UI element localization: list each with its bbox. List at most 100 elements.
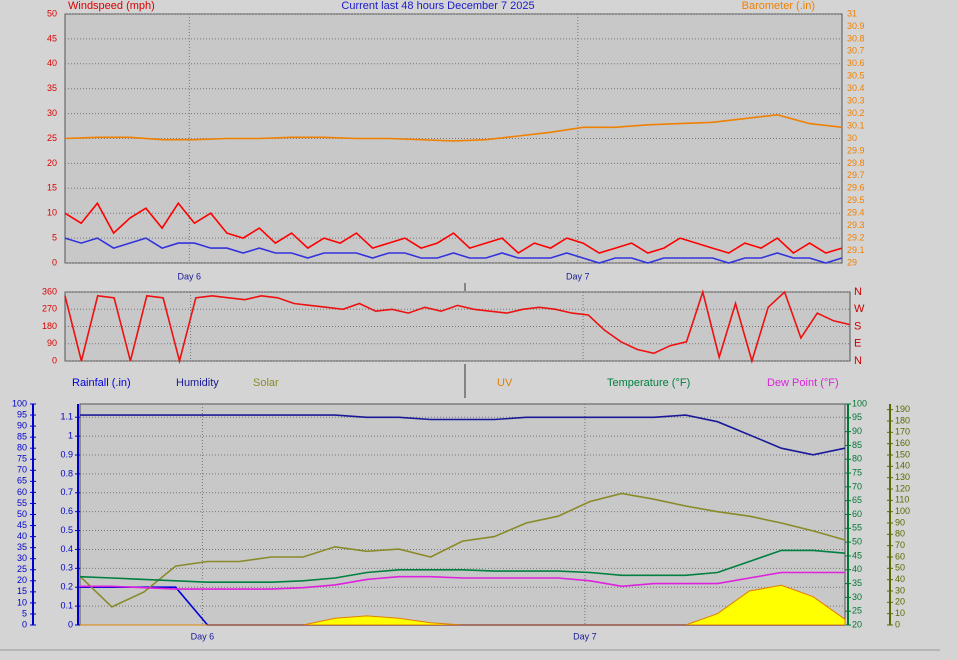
- y-tick-label: 5: [52, 232, 57, 242]
- y3-tick-label: 40: [852, 564, 862, 574]
- y2-tick-label: 0.4: [60, 544, 73, 554]
- y4-tick-label: 140: [895, 461, 910, 471]
- y2-tick-label: 0.9: [60, 449, 73, 459]
- y4-tick-label: 110: [895, 495, 909, 505]
- y-tick-label: 90: [17, 420, 27, 430]
- legend-entry: Dew Point (°F): [767, 377, 839, 389]
- y2-tick-label: 30.7: [847, 46, 865, 56]
- y-tick-label: 90: [47, 338, 57, 348]
- y4-tick-label: 100: [895, 506, 910, 516]
- y4-tick-label: 190: [895, 404, 910, 414]
- y-tick-label: 180: [42, 321, 57, 331]
- y-tick-label: 20: [17, 575, 27, 585]
- y2-tick-label: 30: [847, 133, 857, 143]
- y-tick-label: 40: [47, 58, 57, 68]
- y3-tick-label: 35: [852, 578, 862, 588]
- y2-tick-label: 0.2: [60, 582, 73, 592]
- axis-label: Barometer (.in): [742, 0, 815, 12]
- y2-tick-label: W: [854, 303, 865, 315]
- y4-tick-label: 40: [895, 574, 905, 584]
- y-tick-label: 85: [17, 432, 27, 442]
- y4-tick-label: 120: [895, 483, 910, 493]
- y4-tick-label: 90: [895, 517, 905, 527]
- y2-tick-label: 0.6: [60, 506, 73, 516]
- y2-tick-label: 0.7: [60, 487, 73, 497]
- y-tick-label: 20: [47, 158, 57, 168]
- y2-tick-label: 30.3: [847, 96, 865, 106]
- y2-tick-label: 1.1: [60, 412, 73, 422]
- y-tick-label: 10: [17, 597, 27, 607]
- y4-tick-label: 20: [895, 597, 905, 607]
- y3-tick-label: 90: [852, 426, 862, 436]
- y-tick-label: 25: [47, 133, 57, 143]
- x-tick-label: Day 6: [178, 271, 202, 281]
- y-tick-label: 30: [17, 553, 27, 563]
- y-tick-label: 15: [47, 183, 57, 193]
- y3-tick-label: 65: [852, 495, 862, 505]
- y2-tick-label: 29.9: [847, 145, 865, 155]
- y-tick-label: 45: [47, 33, 57, 43]
- y-tick-label: 75: [17, 454, 27, 464]
- y2-tick-label: N: [854, 355, 862, 367]
- panel-climate: [79, 403, 846, 626]
- y4-tick-label: 10: [895, 608, 905, 618]
- y2-tick-label: 0.8: [60, 468, 73, 478]
- y4-tick-label: 80: [895, 529, 905, 539]
- y4-tick-label: 180: [895, 415, 910, 425]
- y3-tick-label: 45: [852, 550, 862, 560]
- y2-tick-label: S: [854, 320, 861, 332]
- series-line: [64, 237, 843, 264]
- y3-tick-label: 30: [852, 592, 862, 602]
- y2-tick-label: 30.1: [847, 120, 865, 130]
- chart-title: Current last 48 hours December 7 2025: [341, 0, 534, 12]
- y2-tick-label: N: [854, 286, 862, 298]
- y-tick-label: 35: [47, 83, 57, 93]
- y3-tick-label: 50: [852, 537, 862, 547]
- series-line: [80, 414, 846, 456]
- y2-tick-label: 31: [847, 8, 857, 18]
- y2-tick-label: 0.1: [60, 600, 73, 610]
- y4-tick-label: 0: [895, 619, 900, 629]
- series-line: [79, 549, 846, 583]
- y2-tick-label: 29.4: [847, 208, 865, 218]
- x-tick-label: Day 6: [191, 631, 215, 641]
- y2-tick-label: 30.2: [847, 108, 865, 118]
- y3-tick-label: 60: [852, 509, 862, 519]
- y2-tick-label: 30.8: [847, 33, 865, 43]
- y2-tick-label: 29.1: [847, 245, 865, 255]
- y2-tick-label: 29.3: [847, 220, 865, 230]
- y3-tick-label: 95: [852, 412, 862, 422]
- series-line: [80, 571, 845, 590]
- y3-tick-label: 85: [852, 440, 862, 450]
- y2-tick-label: E: [854, 338, 861, 350]
- y3-tick-label: 55: [852, 523, 862, 533]
- y-tick-label: 30: [47, 108, 57, 118]
- y-tick-label: 80: [17, 443, 27, 453]
- y-tick-label: 100: [12, 398, 27, 408]
- y4-tick-label: 150: [895, 449, 910, 459]
- y3-tick-label: 20: [852, 619, 862, 629]
- y-tick-label: 360: [42, 286, 57, 296]
- y3-tick-label: 70: [852, 481, 862, 491]
- y2-tick-label: 1: [68, 430, 73, 440]
- y-tick-label: 15: [17, 586, 27, 596]
- y4-tick-label: 130: [895, 472, 910, 482]
- y-tick-label: 0: [52, 355, 57, 365]
- y-tick-label: 0: [52, 257, 57, 267]
- y2-tick-label: 29.6: [847, 183, 865, 193]
- y-tick-label: 95: [17, 409, 27, 419]
- y3-tick-label: 75: [852, 467, 862, 477]
- y4-tick-label: 160: [895, 438, 910, 448]
- legend-entry: Temperature (°F): [607, 377, 690, 389]
- y-tick-label: 270: [42, 304, 57, 314]
- y-tick-label: 50: [47, 8, 57, 18]
- y-tick-label: 10: [47, 208, 57, 218]
- y2-tick-label: 29.2: [847, 232, 865, 242]
- y-tick-label: 50: [17, 509, 27, 519]
- y-tick-label: 35: [17, 542, 27, 552]
- y-tick-label: 40: [17, 531, 27, 541]
- series-line: [64, 289, 851, 365]
- y-tick-label: 0: [22, 619, 27, 629]
- series-line: [64, 201, 843, 254]
